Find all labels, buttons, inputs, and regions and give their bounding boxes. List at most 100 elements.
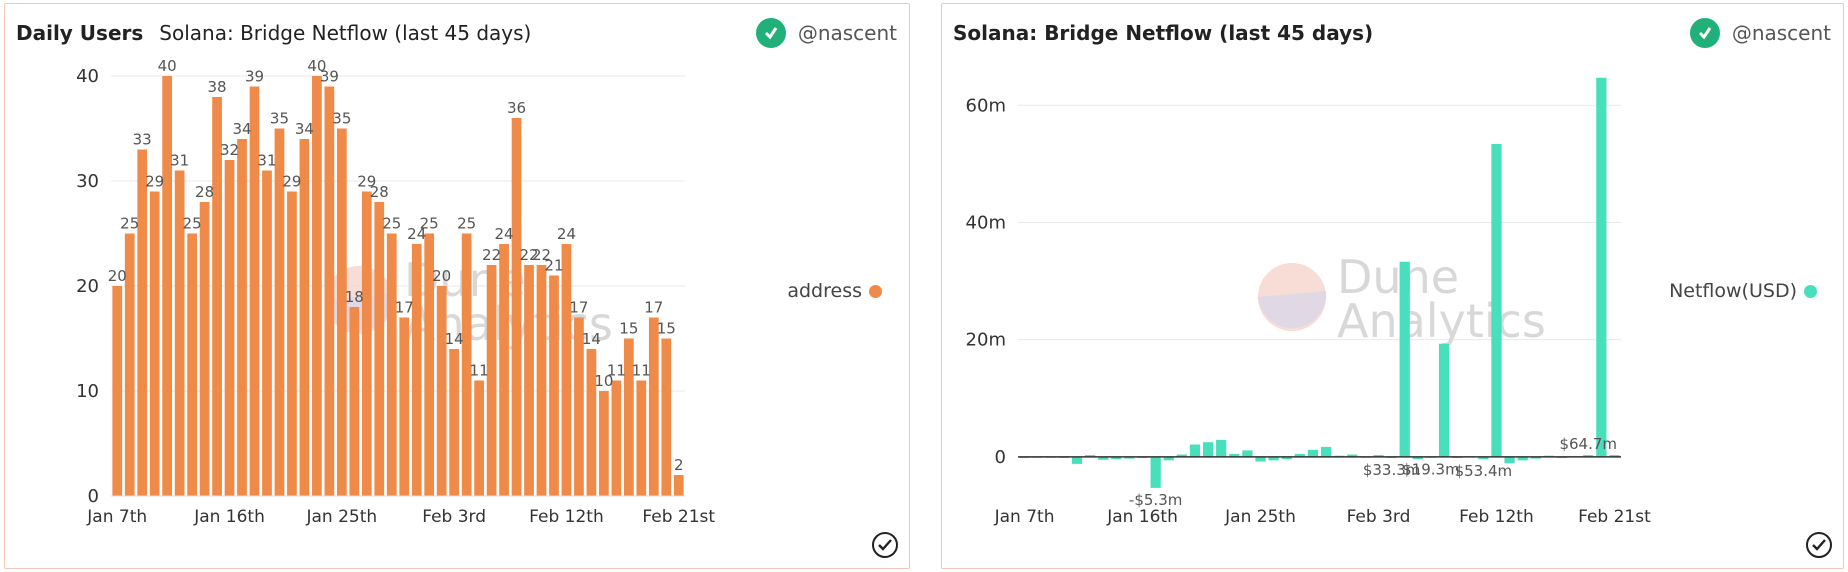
data-label: 17 [644,299,663,317]
bar [1294,453,1305,457]
bar [574,317,584,496]
panel-title: Daily Users Solana: Bridge Netflow (last … [16,21,531,45]
data-label: 29 [282,173,301,191]
bar [399,317,410,496]
bar [1150,456,1161,488]
data-label: 2 [674,456,684,474]
bridge-netflow-panel: Solana: Bridge Netflow (last 45 days) @n… [941,3,1844,569]
bar [1281,456,1292,460]
x-tick-label: Feb 21st [642,507,715,527]
data-label: 11 [607,362,626,380]
data-label: $64.7m [1559,435,1617,453]
bar [1255,456,1266,462]
bar [349,307,360,496]
data-label: 15 [657,320,676,338]
bar [461,233,472,496]
data-label: 38 [208,78,227,96]
data-label: 25 [420,215,439,233]
bar [1609,455,1620,457]
data-label: 29 [357,173,376,191]
bar [324,86,335,496]
data-label: 40 [158,57,177,75]
bar [1124,456,1135,459]
bar [137,149,148,496]
bar [312,76,322,496]
data-label: $33.3m [1363,461,1421,479]
bar [1189,444,1201,457]
bar [1098,456,1109,460]
data-label: 20 [108,267,127,285]
data-label: 14 [445,330,464,348]
y-tick-label: 10 [76,381,99,402]
bar [1216,439,1227,457]
author-name: @nascent [1731,21,1831,45]
data-label: 35 [332,110,351,128]
x-tick-label: Feb 12th [529,507,604,527]
bar [611,380,622,496]
watermark-logo-shade [1258,291,1327,329]
bar [524,265,534,496]
bar [661,338,672,496]
data-label: 36 [507,99,526,117]
bar [1229,453,1240,457]
data-label: 17 [569,299,588,317]
y-tick-label: 20m [966,330,1006,351]
bar [411,244,422,496]
y-tick-label: 40m [966,212,1006,233]
bar [1163,456,1174,461]
data-label: 39 [320,68,339,86]
author-link[interactable]: @nascent [755,18,897,48]
bar [1268,456,1279,461]
bar [1412,456,1423,460]
verified-badge-icon [1689,18,1720,48]
legend-label: Netflow(USD) [1669,280,1797,302]
author-link[interactable]: @nascent [1689,18,1831,48]
data-label: 11 [632,362,651,380]
bar [1583,455,1594,457]
bar [1399,261,1410,457]
bar [361,191,372,496]
check-circle-icon[interactable] [1805,531,1833,559]
panel-title-bold: Daily Users [16,21,144,45]
bar [1491,143,1502,457]
daily-users-chart: 010203040DuneAnalytics202533294031252838… [76,57,715,527]
bar [1347,454,1358,457]
y-tick-label: 0 [995,447,1006,468]
data-label: 28 [195,183,214,201]
bar [1307,449,1319,457]
bar [623,338,634,496]
legend-address[interactable]: address [787,280,882,302]
legend-netflow[interactable]: Netflow(USD) [1669,280,1817,302]
bar [1202,442,1214,457]
data-label: 31 [170,152,189,170]
bar [174,170,185,496]
bar [1517,456,1528,461]
check-circle-icon[interactable] [871,531,899,559]
data-label: 25 [183,215,202,233]
bar [549,275,559,496]
data-label: 14 [582,330,601,348]
data-label: 31 [257,152,276,170]
data-label: 34 [232,120,251,138]
data-label: 34 [295,120,314,138]
x-tick-label: Jan 7th [994,507,1055,527]
bar [636,380,647,496]
bar [1373,455,1384,457]
bar [536,265,547,496]
bar [499,244,509,496]
bar [224,160,235,496]
bar [287,191,297,496]
bar [249,86,260,496]
bar [199,202,210,496]
x-tick-label: Jan 16th [1106,507,1178,527]
x-tick-label: Feb 3rd [1347,507,1411,527]
data-label: 11 [470,362,489,380]
y-tick-label: 40 [76,66,99,87]
bar [1530,456,1541,459]
data-label: 24 [557,225,576,243]
data-label: 25 [457,215,476,233]
bar [436,286,447,496]
x-tick-label: Jan 16th [193,507,265,527]
bar [299,139,310,496]
